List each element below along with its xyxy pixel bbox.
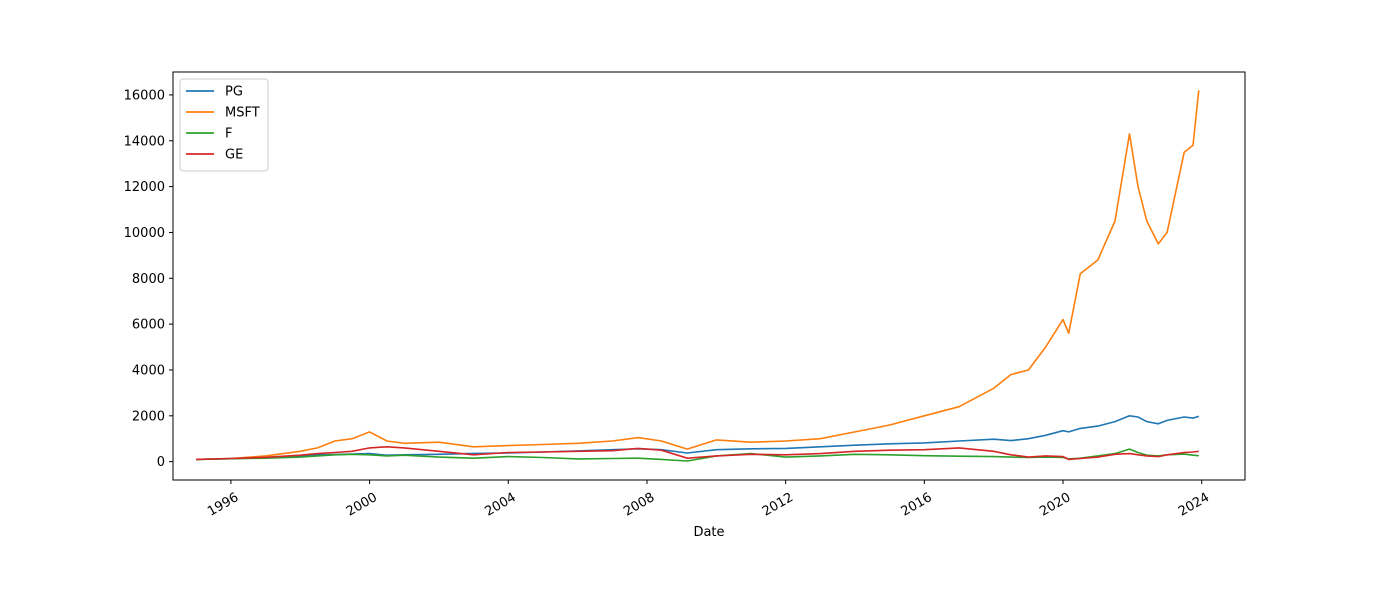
x-tick-label: 2004 — [483, 490, 519, 520]
legend: PG MSFT F GE — [179, 78, 269, 172]
x-tick-label: 2020 — [1037, 490, 1073, 520]
legend-label-f: F — [225, 127, 232, 142]
y-tick-label: 14000 — [124, 134, 165, 149]
series-line-f — [196, 448, 1199, 462]
series-line-pg — [196, 414, 1200, 461]
y-tick-label: 12000 — [124, 180, 165, 195]
x-axis: 1996 2000 2004 2008 2012 2016 2020 2024 — [205, 480, 1212, 520]
y-tick-label: 2000 — [132, 409, 165, 424]
x-tick-label: 2000 — [344, 490, 380, 520]
x-tick-label: 2024 — [1176, 490, 1212, 520]
y-tick-label: 8000 — [132, 272, 165, 287]
x-tick-label: 1996 — [205, 490, 241, 520]
legend-box — [179, 78, 269, 172]
legend-label-msft: MSFT — [225, 106, 260, 121]
series-line-msft — [196, 90, 1200, 461]
x-tick-label: 2012 — [760, 490, 796, 520]
legend-label-pg: PG — [225, 85, 243, 100]
legend-label-ge: GE — [225, 148, 243, 163]
y-tick-label: 16000 — [124, 88, 165, 103]
y-tick-label: 6000 — [132, 318, 165, 333]
y-axis: 0 2000 4000 6000 8000 10000 12000 14000 16000 — [124, 88, 173, 470]
series-line-ge — [196, 445, 1199, 461]
y-tick-label: 4000 — [132, 363, 165, 378]
x-tick-label: 2016 — [899, 490, 935, 520]
x-axis-label: Date — [693, 525, 724, 540]
y-tick-label: 10000 — [124, 226, 165, 241]
x-tick-label: 2008 — [621, 490, 657, 520]
y-tick-label: 0 — [157, 455, 165, 470]
plot-lines — [196, 90, 1200, 462]
plot-frame — [172, 71, 1246, 481]
